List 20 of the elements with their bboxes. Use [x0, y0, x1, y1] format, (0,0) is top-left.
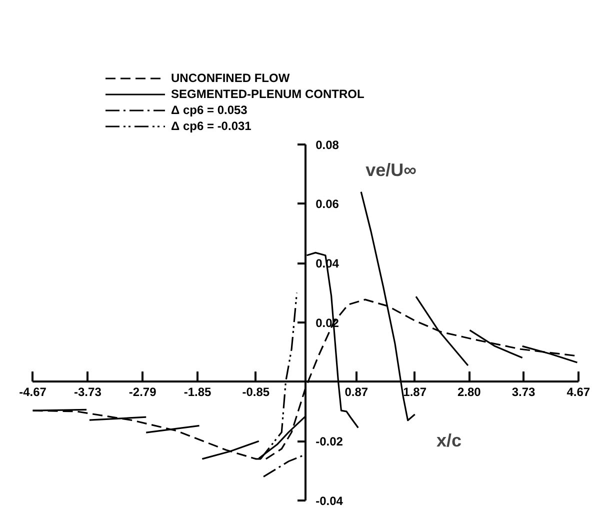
- y-tick-label: -0.02: [316, 434, 344, 449]
- y-axis-title: ve/U∞: [366, 160, 417, 180]
- x-tick-label: -4.67: [19, 384, 47, 399]
- x-tick-label: 2.80: [457, 384, 482, 399]
- y-tick-label: 0.06: [316, 197, 340, 212]
- x-tick-label: -1.85: [184, 384, 212, 399]
- legend-label: SEGMENTED-PLENUM CONTROL: [171, 87, 364, 101]
- x-tick-label: -0.85: [242, 384, 270, 399]
- x-tick-label: 1.87: [403, 384, 427, 399]
- y-tick-label: -0.04: [316, 494, 344, 508]
- x-tick-label: 0.87: [344, 384, 368, 399]
- x-tick-label: 4.67: [566, 384, 590, 399]
- legend-label: Δ cp6 = -0.031: [171, 119, 252, 133]
- y-tick-label: 0.08: [316, 138, 340, 152]
- x-tick-label: -3.73: [74, 384, 102, 399]
- legend-label: UNCONFINED FLOW: [171, 71, 290, 85]
- legend-label: Δ cp6 = 0.053: [171, 103, 248, 117]
- x-axis-title: x/c: [436, 430, 462, 451]
- x-tick-label: 3.73: [512, 384, 536, 399]
- x-tick-label: -2.79: [128, 384, 157, 399]
